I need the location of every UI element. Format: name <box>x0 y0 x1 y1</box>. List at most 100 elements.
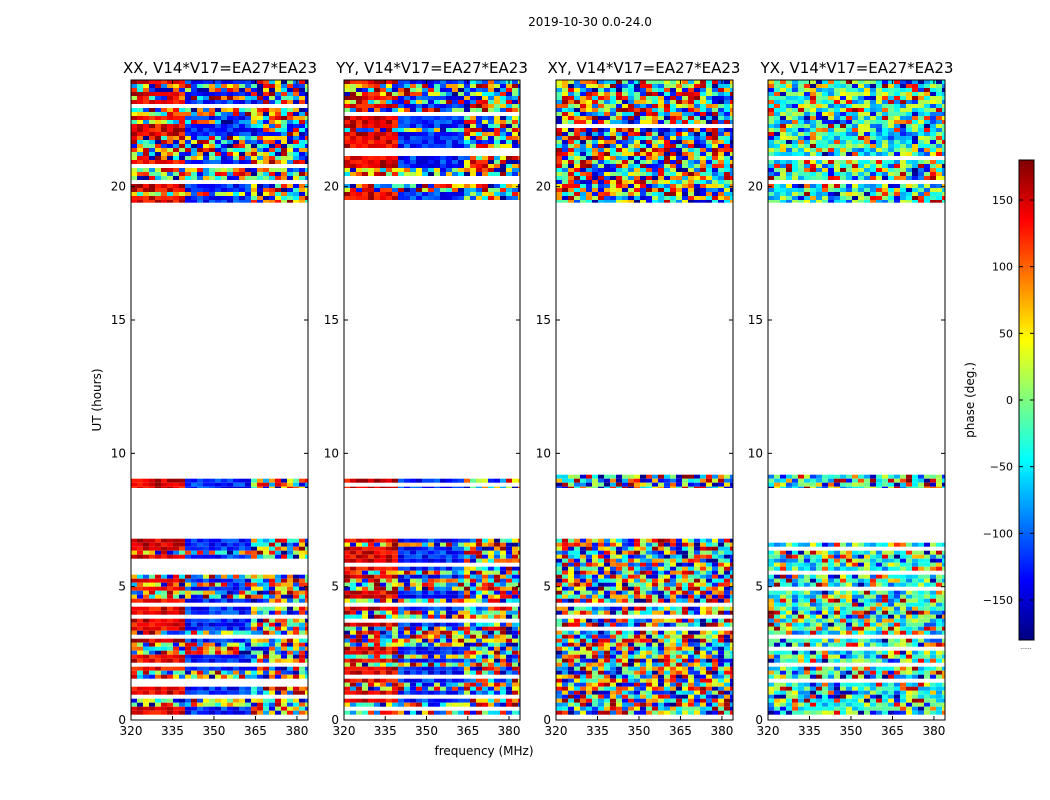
heatmap-cell <box>440 160 446 164</box>
heatmap-cell <box>446 654 452 659</box>
heatmap-cell <box>482 686 488 691</box>
heatmap-cell <box>458 120 464 124</box>
heatmap-cell <box>287 594 293 599</box>
heatmap-cell <box>640 586 646 591</box>
heatmap-cell <box>221 554 227 559</box>
heatmap-cell <box>500 168 506 172</box>
heatmap-cell <box>646 686 652 691</box>
heatmap-cell <box>281 96 287 100</box>
heatmap-cell <box>293 674 299 679</box>
heatmap-cell <box>470 582 476 587</box>
heatmap-cell <box>215 710 221 715</box>
heatmap-cell <box>299 188 305 192</box>
heatmap-cell <box>380 666 386 671</box>
heatmap-cell <box>422 690 428 695</box>
heatmap-cell <box>512 670 518 675</box>
heatmap-cell <box>410 614 416 619</box>
heatmap-cell <box>440 88 446 92</box>
heatmap-cell <box>428 698 434 703</box>
heatmap-cell <box>506 622 512 627</box>
heatmap-cell <box>446 638 452 643</box>
heatmap-cell <box>263 686 269 691</box>
heatmap-cell <box>293 586 299 591</box>
heatmap-cell <box>658 682 664 687</box>
heatmap-cell <box>221 574 227 579</box>
heatmap-cell <box>356 120 362 124</box>
heatmap-cell <box>227 710 233 715</box>
heatmap-cell <box>464 650 470 655</box>
heatmap-cell <box>580 542 586 547</box>
heatmap-cell <box>362 192 368 196</box>
heatmap-cell <box>185 152 191 156</box>
y-tick-label: 5 <box>331 580 339 594</box>
heatmap-cell <box>598 594 604 599</box>
heatmap-cell <box>398 486 404 488</box>
heatmap-cell <box>730 610 733 615</box>
heatmap-cell <box>416 80 422 84</box>
heatmap-cell <box>143 598 149 603</box>
heatmap-cell <box>149 132 155 136</box>
heatmap-cell <box>434 196 440 200</box>
heatmap-cell <box>356 622 362 627</box>
heatmap-cell <box>512 168 518 172</box>
heatmap-cell <box>458 550 464 555</box>
x-tick-label: 380 <box>285 724 308 738</box>
heatmap-cell <box>428 554 434 559</box>
heatmap-cell <box>670 550 676 555</box>
heatmap-cell <box>700 682 706 687</box>
heatmap-cell <box>640 562 646 567</box>
heatmap-cell <box>269 582 275 587</box>
heatmap-cell <box>368 630 374 635</box>
heatmap-cell <box>712 646 718 651</box>
heatmap-cell <box>464 192 470 196</box>
heatmap-cell <box>434 184 440 188</box>
heatmap-cell <box>616 622 622 627</box>
heatmap-cell <box>191 120 197 124</box>
heatmap-cell <box>434 626 440 631</box>
heatmap-cell <box>700 654 706 659</box>
heatmap-cell <box>574 666 580 671</box>
heatmap-cell <box>281 626 287 631</box>
heatmap-cell <box>428 570 434 575</box>
heatmap-cell <box>362 184 368 188</box>
heatmap-cell <box>275 658 281 663</box>
heatmap-cell <box>209 148 215 152</box>
heatmap-cell <box>197 92 203 96</box>
heatmap-cell <box>482 92 488 96</box>
heatmap-cell <box>682 610 688 615</box>
heatmap-cell <box>197 80 203 84</box>
heatmap-cell <box>380 96 386 100</box>
heatmap-cell <box>131 132 137 136</box>
heatmap-cell <box>598 558 604 563</box>
heatmap-cell <box>173 96 179 100</box>
heatmap-cell <box>446 670 452 675</box>
heatmap-cell <box>215 196 221 200</box>
heatmap-cell <box>500 156 506 160</box>
heatmap-cell <box>131 128 137 132</box>
heatmap-cell <box>245 172 251 176</box>
heatmap-cell <box>592 606 598 611</box>
heatmap-cell <box>131 642 137 647</box>
heatmap-cell <box>191 698 197 703</box>
heatmap-cell <box>305 192 308 196</box>
heatmap-cell <box>416 84 422 88</box>
heatmap-cell <box>245 674 251 679</box>
heatmap-cell <box>562 550 568 555</box>
heatmap-cell <box>227 542 233 547</box>
heatmap-cell <box>512 646 518 651</box>
heatmap-cell <box>506 574 512 579</box>
heatmap-cell <box>131 594 137 599</box>
heatmap-cell <box>592 562 598 567</box>
heatmap-cell <box>239 622 245 627</box>
heatmap-cell <box>512 574 518 579</box>
heatmap-cell <box>221 116 227 120</box>
heatmap-cell <box>344 132 350 136</box>
heatmap-cell <box>494 682 500 687</box>
heatmap-cell <box>706 550 712 555</box>
heatmap-cell <box>640 642 646 647</box>
heatmap-cell <box>269 594 275 599</box>
heatmap-cell <box>670 678 676 683</box>
heatmap-cell <box>512 662 518 667</box>
heatmap-cell <box>446 558 452 563</box>
heatmap-cell <box>299 192 305 196</box>
